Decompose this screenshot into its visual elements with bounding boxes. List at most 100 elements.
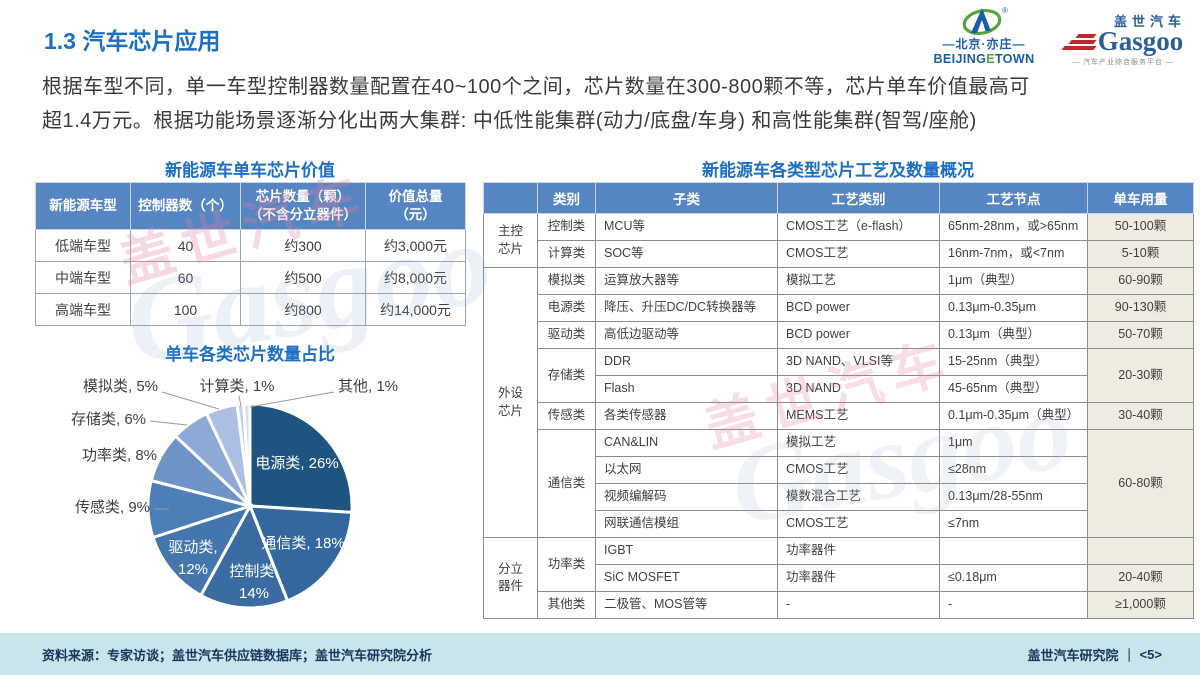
source-text: 资料来源：专家访谈；盖世汽车供应链数据库；盖世汽车研究院分析 [42, 647, 433, 663]
column-header: 新能源车型 [35, 182, 131, 230]
gasgoo-wordmark: Gasgoo [1054, 28, 1192, 55]
pie-leader-line [238, 395, 242, 407]
pie-leader-line [161, 391, 220, 410]
process-cell: 模拟工艺 [777, 267, 940, 295]
pie-label: 12% [178, 561, 208, 578]
value-table-header-row: 新能源车型 控制器数（个） 芯片数量（颗） （不含分立器件） 价值总量 （元） [35, 182, 466, 230]
quantity-cell: 5-10颗 [1087, 240, 1194, 268]
intro-text: 根据车型不同，单一车型控制器数量配置在40~100个之间，芯片数量在300-80… [42, 76, 1030, 132]
quantity-cell [1087, 537, 1194, 565]
node-cell: ≤7nm [939, 510, 1088, 538]
table-cell: 约500 [240, 261, 366, 294]
pie-slice-电源类 [248, 402, 354, 514]
category-cell: 存储类 [537, 348, 596, 403]
process-cell: 功率器件 [777, 564, 940, 592]
table-row: 存储类 DDR 3D NAND、VLSI等 15-25nm（典型） 20-30颗 [484, 348, 1194, 403]
quantity-cell: 50-100颗 [1087, 213, 1194, 241]
footer-bar: 资料来源：专家访谈；盖世汽车供应链数据库；盖世汽车研究院分析 盖世汽车研究院 ｜… [0, 633, 1200, 675]
subclass-cell: 高低边驱动等 [595, 321, 778, 349]
table-cell: 约8,000元 [365, 261, 466, 294]
table-cell: 约800 [240, 293, 366, 326]
process-cell: CMOS工艺 [777, 456, 940, 484]
table-cell: 40 [130, 229, 241, 262]
process-table: 类别 子类 工艺类别 工艺节点 单车用量 主控 芯片 控制类 MCU等 CMOS… [483, 182, 1194, 619]
beijing-etown-logo: ® —北京·亦庄— BEIJINGETOWN [930, 5, 1038, 66]
process-cell: CMOS工艺（e-flash） [777, 213, 940, 241]
footer-separator: ｜ [1122, 647, 1136, 663]
node-cell: 0.13μm（典型） [939, 321, 1088, 349]
corner-header [483, 182, 538, 214]
category-cell: 电源类 [537, 294, 596, 322]
subclass-cell: SOC等 [595, 240, 778, 268]
subclass-cell: 运算放大器等 [595, 267, 778, 295]
category-cell: 通信类 [537, 429, 596, 538]
category-cell: 控制类 [537, 213, 596, 241]
table-cell: 高端车型 [35, 293, 131, 326]
subclass-cell: 网联通信模组 [595, 510, 778, 538]
column-header: 工艺节点 [939, 182, 1088, 214]
quantity-cell: 20-40颗 [1087, 564, 1194, 592]
table-cell: 60 [130, 261, 241, 294]
node-cell: ≤0.18μm [939, 564, 1088, 592]
beijing-etown-swoosh-icon: ® [962, 6, 1008, 35]
node-cell: 0.1μm-0.35μm（典型） [939, 402, 1088, 430]
pie-chart: 电源类, 26% 通信类, 18% 控制类, 14% 驱动类, 12% 传感类, 9% 功率类… [30, 364, 470, 626]
category-cell: 计算类 [537, 240, 596, 268]
table-row: 传感类 各类传感器 MEMS工艺 0.1μm-0.35μm（典型） 30-40颗 [484, 402, 1194, 430]
table-row: 以太网 CMOS工艺 ≤28nm [484, 456, 1194, 484]
table-row: 网联通信模组 CMOS工艺 ≤7nm [484, 510, 1194, 538]
category-cell: 驱动类 [537, 321, 596, 349]
beijing-etown-en-label: BEIJINGETOWN [930, 52, 1038, 66]
pie-slice-其他 [242, 402, 252, 507]
logo-area: ® —北京·亦庄— BEIJINGETOWN 盖世汽车 Gasgoo — 汽车产… [930, 5, 1192, 67]
quantity-cell: 90-130颗 [1087, 294, 1194, 322]
table-row: 计算类 SOC等 CMOS工艺 16nm-7nm，或<7nm 5-10颗 [484, 240, 1194, 268]
value-table: 新能源车型 控制器数（个） 芯片数量（颗） （不含分立器件） 价值总量 （元） … [35, 182, 466, 326]
value-table-title: 新能源车单车芯片价值 [165, 161, 335, 180]
table-row: 通信类 CAN&LIN 模拟工艺 1μm 60-80颗 [484, 429, 1194, 538]
table-row: 中端车型 60 约500 约8,000元 [35, 261, 466, 294]
page-title: 1.3 汽车芯片应用 [44, 28, 221, 54]
process-cell: 3D NAND、VLSI等 [777, 348, 940, 376]
table-row: 分立 器件 功率类 IGBT 功率器件 [483, 537, 1194, 619]
table-row: 驱动类 高低边驱动等 BCD power 0.13μm（典型） 50-70颗 [484, 321, 1194, 349]
institute-label: 盖世汽车研究院 [1027, 647, 1119, 663]
pie-leader-line [249, 391, 335, 408]
table-row: Flash 3D NAND 45-65nm（典型） [484, 375, 1194, 403]
node-cell: 16nm-7nm，或<7nm [939, 240, 1088, 268]
node-cell: 65nm-28nm，或>65nm [939, 213, 1088, 241]
node-cell [939, 537, 1088, 565]
category-cell: 其他类 [537, 591, 596, 619]
process-cell: 模数混合工艺 [777, 483, 940, 511]
process-cell: BCD power [777, 294, 940, 322]
subclass-cell: 视频编解码 [595, 483, 778, 511]
pie-label: 计算类, 1% [199, 377, 274, 395]
node-cell: 0.13μm/28-55nm [939, 483, 1088, 511]
svg-text:®: ® [1002, 6, 1008, 15]
table-cell: 低端车型 [35, 229, 131, 262]
table-cell: 约300 [240, 229, 366, 262]
process-cell: - [777, 591, 940, 619]
table-row: 主控 芯片 控制类 MCU等 CMOS工艺（e-flash） 65nm-28nm… [483, 213, 1194, 268]
category-cell: 模拟类 [537, 267, 596, 295]
quantity-cell: 30-40颗 [1087, 402, 1194, 430]
node-cell: - [939, 591, 1088, 619]
process-cell: CMOS工艺 [777, 510, 940, 538]
quantity-cell: 60-80颗 [1087, 429, 1194, 538]
bjet-en-part-green: E [986, 52, 995, 66]
column-header: 类别 [537, 182, 596, 214]
column-header: 价值总量 （元） [365, 182, 466, 230]
node-cell: 1μm（典型） [939, 267, 1088, 295]
pie-label: 模拟类, 5% [83, 378, 158, 395]
column-header: 工艺类别 [777, 182, 940, 214]
quantity-cell: 60-90颗 [1087, 267, 1194, 295]
pie-label: 其他, 1% [338, 378, 398, 395]
table-row: 视频编解码 模数混合工艺 0.13μm/28-55nm [484, 483, 1194, 511]
gasgoo-en-label: Gasgoo [1097, 26, 1184, 56]
pie-label: 控制类, [229, 563, 278, 580]
column-header: 芯片数量（颗） （不含分立器件） [240, 182, 366, 230]
gasgoo-cn-label: 盖世汽车 [1113, 14, 1186, 29]
subclass-cell: 以太网 [595, 456, 778, 484]
process-table-title: 新能源车各类型芯片工艺及数量概况 [702, 161, 974, 180]
process-cell: BCD power [777, 321, 940, 349]
